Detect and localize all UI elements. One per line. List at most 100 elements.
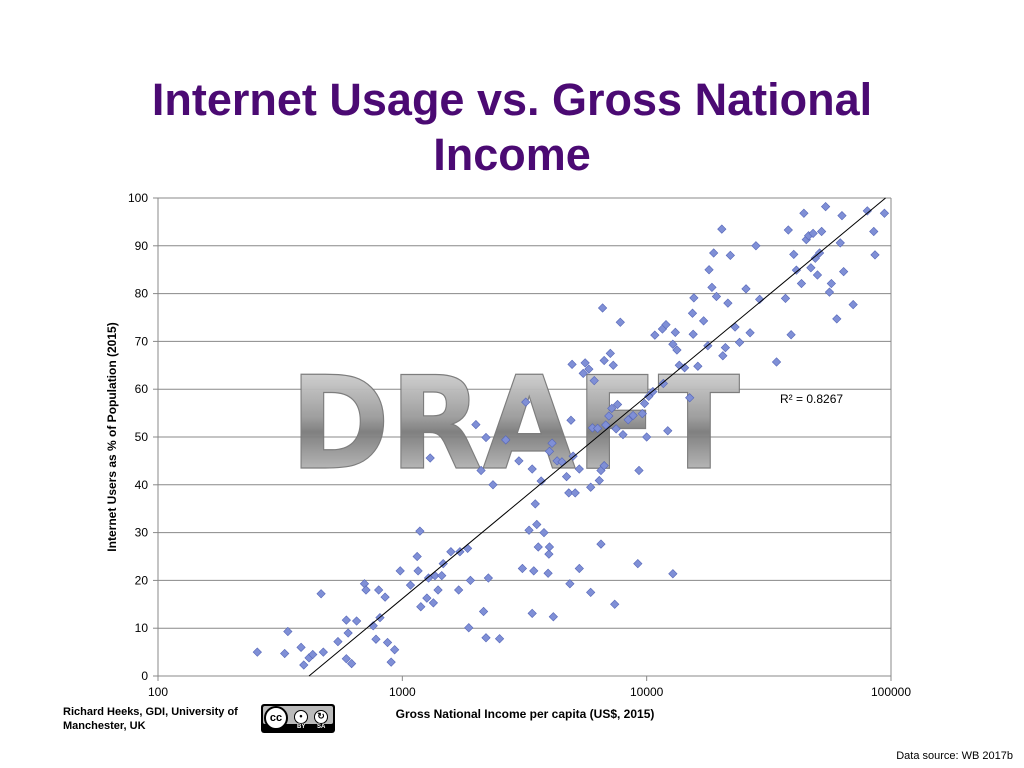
data-point — [593, 423, 603, 434]
data-point — [633, 559, 643, 569]
data-point — [529, 566, 539, 576]
data-point — [628, 410, 638, 421]
data-point — [723, 298, 733, 308]
data-point — [835, 238, 845, 248]
data-point — [720, 342, 731, 353]
data-point — [612, 399, 623, 410]
data-source: Data source: WB 2017b — [896, 750, 1013, 762]
data-point — [455, 547, 465, 557]
data-point — [374, 585, 384, 595]
data-point — [796, 278, 807, 289]
data-point — [501, 435, 511, 445]
data-point — [280, 648, 290, 659]
data-point — [730, 322, 740, 332]
x-tick-label: 1000 — [389, 685, 416, 699]
cc-icon: cc — [264, 706, 288, 730]
data-point — [415, 526, 425, 536]
data-point — [594, 475, 604, 486]
title-line-2: Income — [433, 129, 591, 180]
data-point — [333, 636, 343, 647]
data-point — [637, 408, 647, 419]
license-by-label: BY — [297, 724, 306, 730]
data-point — [481, 633, 491, 643]
data-point — [780, 293, 791, 304]
share-alike-icon: ↻ — [314, 710, 328, 724]
data-point — [433, 585, 443, 595]
data-point — [386, 657, 396, 667]
data-point — [318, 647, 328, 657]
data-point — [808, 228, 818, 238]
data-point — [634, 465, 644, 476]
data-point — [543, 568, 553, 578]
data-point — [536, 476, 546, 486]
tick-labels: 0 10 20 30 40 50 60 70 80 90 100 100 1000 10000 100000 — [128, 191, 911, 699]
data-point — [565, 579, 575, 589]
data-point — [584, 364, 594, 374]
data-point — [783, 225, 793, 235]
data-point — [548, 612, 558, 622]
data-point — [789, 249, 799, 260]
data-point — [668, 569, 678, 579]
data-point — [561, 472, 572, 482]
data-point — [672, 345, 682, 355]
data-point — [589, 375, 599, 386]
data-point — [824, 287, 835, 297]
y-tick-label: 40 — [135, 478, 149, 492]
data-point — [524, 525, 534, 535]
data-point — [725, 250, 735, 260]
data-point — [395, 566, 405, 576]
data-point — [308, 649, 318, 660]
data-point — [663, 426, 673, 436]
data-point — [454, 585, 464, 595]
data-point — [380, 592, 390, 602]
data-point — [611, 424, 621, 434]
data-point — [346, 658, 357, 669]
data-point — [601, 420, 611, 430]
data-point — [412, 551, 422, 562]
data-point — [425, 453, 435, 463]
data-point — [718, 351, 728, 361]
data-point — [488, 480, 498, 490]
data-point — [476, 465, 486, 476]
data-point — [390, 645, 400, 655]
data-point — [371, 634, 381, 644]
data-point — [599, 355, 609, 366]
data-point — [837, 211, 847, 221]
title-line-1: Internet Usage vs. Gross National — [151, 74, 873, 125]
data-point — [685, 393, 695, 403]
data-point — [527, 464, 537, 474]
x-tick-label: 100 — [148, 685, 168, 699]
data-point — [644, 391, 654, 401]
person-icon: • — [294, 710, 308, 724]
data-point — [607, 403, 617, 413]
data-point — [465, 575, 476, 586]
data-point — [717, 224, 727, 234]
data-point — [639, 398, 650, 409]
data-point — [471, 419, 481, 430]
data-point — [283, 626, 293, 637]
y-tick-label: 50 — [135, 430, 149, 444]
page-title: Internet Usage vs. Gross National Income — [40, 72, 984, 182]
axes — [153, 197, 892, 681]
data-point — [539, 527, 549, 538]
license-sa-label: SA — [317, 724, 326, 730]
data-point — [707, 282, 717, 293]
data-point — [751, 241, 761, 251]
data-point — [343, 628, 353, 638]
data-point — [618, 429, 628, 440]
data-point — [521, 397, 531, 407]
data-point — [711, 291, 722, 302]
data-point — [533, 542, 543, 552]
data-point — [839, 266, 849, 277]
data-point — [879, 208, 890, 218]
data-point — [755, 294, 765, 304]
gridlines — [158, 197, 891, 677]
y-tick-label: 60 — [135, 382, 149, 396]
y-tick-label: 80 — [135, 287, 149, 301]
data-point — [650, 330, 660, 340]
trendline — [308, 197, 886, 677]
data-point — [605, 348, 615, 358]
data-point — [687, 308, 698, 318]
data-point — [658, 378, 668, 389]
